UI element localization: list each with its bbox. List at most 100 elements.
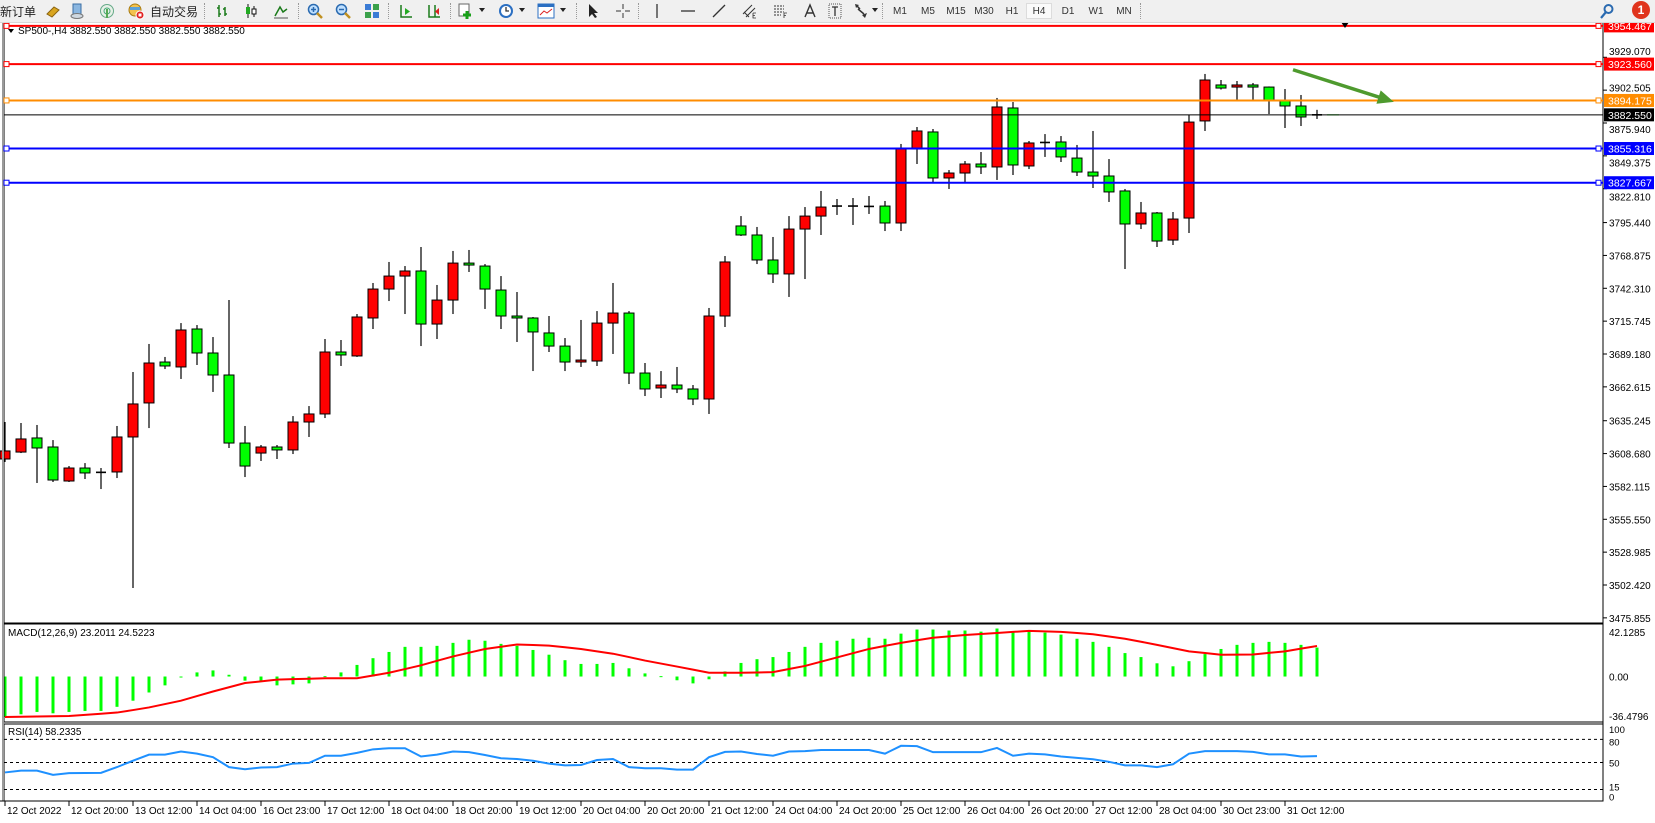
zoom-out-icon[interactable] xyxy=(334,2,352,20)
candle[interactable] xyxy=(1247,82,1259,101)
candle[interactable] xyxy=(623,311,635,385)
candle[interactable] xyxy=(687,385,699,406)
line-handle-left[interactable] xyxy=(3,145,10,152)
vertical-line-icon[interactable] xyxy=(648,2,666,20)
candle[interactable] xyxy=(1135,201,1147,230)
candle[interactable] xyxy=(783,216,795,297)
candle[interactable] xyxy=(1040,134,1050,157)
candle[interactable] xyxy=(335,340,347,366)
candle[interactable] xyxy=(399,266,411,315)
candle[interactable] xyxy=(1119,188,1131,270)
search-icon[interactable] xyxy=(1598,2,1616,20)
candle[interactable] xyxy=(127,372,139,588)
arrows-dropdown[interactable] xyxy=(872,8,878,12)
candle[interactable] xyxy=(559,338,571,372)
candle[interactable] xyxy=(975,151,987,175)
line-handle-right[interactable] xyxy=(1595,22,1602,29)
candle[interactable] xyxy=(319,339,331,419)
crosshair-icon[interactable] xyxy=(614,2,632,20)
candle[interactable] xyxy=(832,198,842,215)
signals-icon[interactable] xyxy=(98,2,116,20)
candle[interactable] xyxy=(655,371,667,399)
candle[interactable] xyxy=(767,236,779,283)
macd-panel[interactable]: MACD(12,26,9) 23.2011 24.5223 xyxy=(3,628,1319,719)
candle[interactable] xyxy=(927,128,939,184)
fibonacci-icon[interactable] xyxy=(772,2,790,20)
indicators-icon[interactable] xyxy=(457,2,475,20)
candle[interactable] xyxy=(463,249,475,272)
candle[interactable] xyxy=(1103,159,1115,202)
line-handle-right[interactable] xyxy=(1595,145,1602,152)
tile-windows-icon[interactable] xyxy=(363,2,381,20)
candle[interactable] xyxy=(431,284,443,340)
candle[interactable] xyxy=(864,196,874,214)
candle[interactable] xyxy=(1007,102,1019,176)
line-handle-right[interactable] xyxy=(1595,61,1602,68)
candle[interactable] xyxy=(1071,144,1083,176)
candle[interactable] xyxy=(591,311,603,366)
notification-badge[interactable]: 1 xyxy=(1632,1,1650,19)
candle[interactable] xyxy=(1215,80,1227,90)
templates-icon[interactable] xyxy=(536,2,556,20)
candle[interactable] xyxy=(287,416,299,455)
timeframe-m5[interactable]: M5 xyxy=(921,5,935,17)
arrow-object[interactable] xyxy=(1292,68,1389,102)
equidistant-channel-icon[interactable] xyxy=(741,2,759,20)
auto-trading-button[interactable]: 自动交易 xyxy=(148,2,200,20)
line-handle-left[interactable] xyxy=(3,22,10,29)
candle[interactable] xyxy=(879,200,891,232)
candle[interactable] xyxy=(1151,211,1163,247)
gold-bars-icon[interactable] xyxy=(44,2,62,20)
timeframe-m1[interactable]: M1 xyxy=(893,5,907,17)
line-handle-left[interactable] xyxy=(3,97,10,104)
timeframe-m30[interactable]: M30 xyxy=(974,5,994,17)
line-handle-right[interactable] xyxy=(1595,97,1602,104)
indicators-dropdown[interactable] xyxy=(479,8,485,12)
line-handle-left[interactable] xyxy=(3,61,10,68)
candle[interactable] xyxy=(895,143,907,232)
candle[interactable] xyxy=(415,246,427,347)
candle[interactable] xyxy=(511,292,523,342)
candle[interactable] xyxy=(1087,130,1099,188)
candle[interactable] xyxy=(991,97,1003,180)
candlestick-icon[interactable] xyxy=(242,2,260,20)
candle[interactable] xyxy=(191,325,203,365)
timeframe-d1[interactable]: D1 xyxy=(1061,5,1075,17)
candle[interactable] xyxy=(351,314,363,357)
timeframe-m15[interactable]: M15 xyxy=(946,5,966,17)
cursor-icon[interactable] xyxy=(584,2,602,20)
candle[interactable] xyxy=(255,445,267,461)
candle[interactable] xyxy=(671,366,683,394)
candle[interactable] xyxy=(848,198,858,225)
chart-shift-marker[interactable] xyxy=(1341,22,1349,28)
candle[interactable] xyxy=(1167,211,1179,246)
candle[interactable] xyxy=(799,207,811,280)
auto-scroll-icon[interactable] xyxy=(424,2,442,20)
candle[interactable] xyxy=(175,323,187,379)
candle[interactable] xyxy=(959,161,971,183)
text-icon[interactable] xyxy=(802,2,818,20)
candle[interactable] xyxy=(239,425,251,478)
trend-line-icon[interactable] xyxy=(710,2,728,20)
candle[interactable] xyxy=(1231,80,1243,101)
candle[interactable] xyxy=(63,466,75,482)
candle[interactable] xyxy=(575,319,587,367)
bar-chart-icon[interactable] xyxy=(213,2,231,20)
candle[interactable] xyxy=(447,250,459,315)
chart-shift-icon[interactable] xyxy=(396,2,414,20)
line-handle-right[interactable] xyxy=(1595,179,1602,186)
candle[interactable] xyxy=(207,337,219,392)
line-chart-icon[interactable] xyxy=(272,2,290,20)
candle[interactable] xyxy=(751,226,763,265)
timeframe-w1[interactable]: W1 xyxy=(1088,5,1104,17)
candle[interactable] xyxy=(96,468,106,490)
candle[interactable] xyxy=(111,425,123,479)
candle[interactable] xyxy=(607,282,619,354)
candle[interactable] xyxy=(543,316,555,352)
candle[interactable] xyxy=(271,445,283,459)
candle[interactable] xyxy=(143,343,155,429)
history-center-icon[interactable] xyxy=(68,2,86,20)
timeframe-h1[interactable]: H1 xyxy=(1005,5,1019,17)
candle[interactable] xyxy=(495,276,507,329)
